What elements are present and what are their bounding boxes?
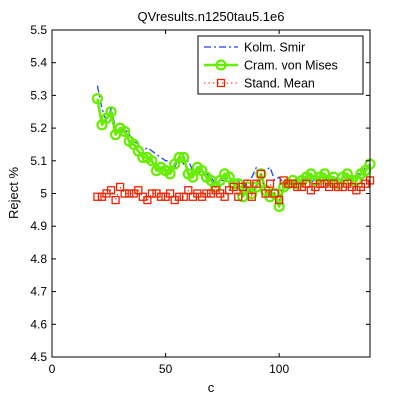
y-tick-label: 5.3: [30, 88, 47, 102]
data-point: [156, 192, 166, 201]
data-point: [115, 182, 125, 192]
data-point: [261, 189, 270, 198]
data-point: [187, 171, 199, 183]
y-tick-label: 4.5: [30, 350, 47, 364]
data-point: [179, 192, 188, 201]
x-tick-label: 0: [49, 362, 56, 376]
data-point: [274, 195, 284, 205]
y-tick-label: 5.5: [30, 23, 47, 37]
legend-marker: [216, 78, 226, 88]
y-tick-label: 5.1: [30, 154, 47, 168]
data-point: [228, 178, 240, 190]
data-point: [270, 189, 279, 198]
data-point: [106, 186, 116, 195]
legend: Kolm. Smir Cram. von Mises Stand. Mean: [197, 35, 364, 95]
data-point: [234, 192, 243, 201]
data-point: [165, 189, 175, 198]
ticks-layer: 0 50 100 4.5 4.6 4.7 4.8 4.9 5 5.1 5.2 5.3 5.4 5.5: [30, 23, 370, 376]
data-point: [173, 151, 185, 164]
data-point: [175, 192, 184, 201]
legend-marker: [215, 59, 227, 71]
data-point: [134, 186, 143, 195]
y-axis-label: Reject %: [6, 167, 21, 219]
data-point: [284, 179, 293, 188]
data-point: [125, 189, 134, 198]
data-point: [220, 192, 229, 201]
data-point: [178, 151, 190, 164]
data-point: [111, 195, 120, 205]
data-point: [91, 93, 104, 105]
y-tick-label: 5.4: [30, 56, 47, 70]
series-2: [93, 169, 375, 205]
y-tick-label: 4.6: [30, 317, 47, 331]
data-point: [255, 168, 267, 180]
y-tick-label: 5.2: [30, 121, 47, 135]
data-point: [293, 182, 302, 192]
data-point: [334, 182, 343, 192]
y-tick-label: 5: [40, 187, 47, 201]
data-point: [265, 179, 275, 188]
data-point: [105, 106, 117, 118]
data-point: [247, 192, 257, 201]
data-point: [184, 186, 193, 195]
data-point: [164, 168, 176, 180]
data-point: [93, 192, 102, 201]
data-point: [229, 182, 238, 192]
data-point: [243, 179, 252, 188]
y-tick-label: 4.8: [30, 252, 47, 266]
data-point: [202, 189, 211, 198]
x-tick-label: 100: [269, 362, 289, 376]
data-point: [269, 187, 281, 200]
data-point: [120, 189, 129, 198]
data-point: [273, 200, 285, 213]
y-tick-label: 4.9: [30, 219, 47, 233]
series-layer: [91, 85, 376, 213]
legend-label: Cram. von Mises: [244, 59, 338, 73]
data-point: [237, 191, 249, 203]
data-point: [250, 181, 263, 193]
data-point: [147, 189, 157, 198]
data-point: [315, 179, 325, 188]
chart-title: QVresults.n1250tau5.1e6: [138, 9, 285, 24]
data-point: [256, 169, 266, 179]
data-point: [143, 195, 152, 205]
legend-label: Kolm. Smir: [244, 41, 305, 55]
data-point: [146, 155, 158, 167]
legend-label: Stand. Mean: [244, 77, 315, 91]
data-point: [119, 125, 131, 137]
x-axis-label: c: [208, 380, 215, 395]
data-point: [302, 179, 311, 188]
x-tick-label: 50: [159, 362, 173, 376]
y-tick-label: 4.7: [30, 285, 47, 299]
data-point: [252, 179, 261, 188]
data-point: [137, 151, 149, 164]
